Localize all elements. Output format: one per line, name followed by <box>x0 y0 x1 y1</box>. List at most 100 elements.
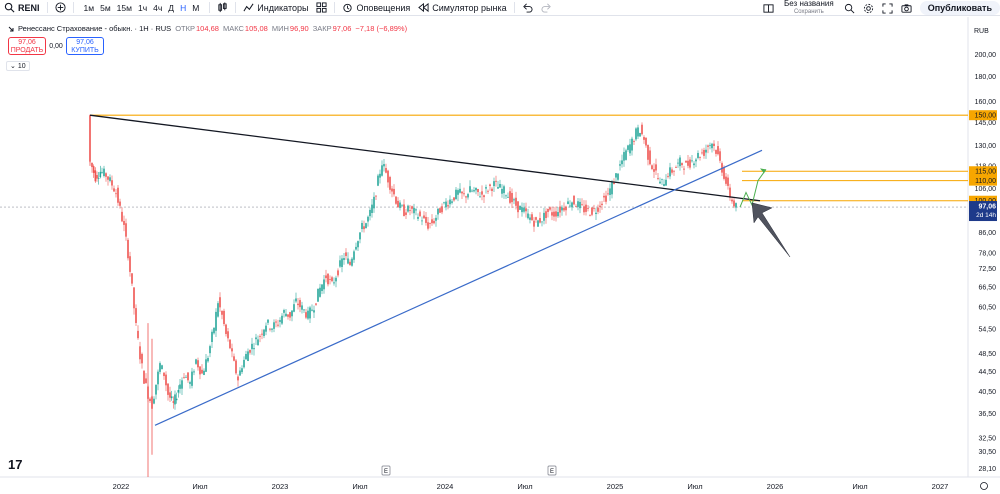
snapshot-button[interactable] <box>897 0 916 16</box>
replay-button[interactable]: Симулятор рынка <box>414 0 510 16</box>
candle-body <box>125 223 127 237</box>
settings-button[interactable] <box>859 0 878 16</box>
interval-tab-3[interactable]: 1ч <box>137 2 148 13</box>
candle-body <box>569 205 571 207</box>
candle-body <box>513 199 515 201</box>
candle-body <box>201 369 203 374</box>
interval-tab-5[interactable]: Д <box>168 2 175 13</box>
candle-body <box>729 187 731 198</box>
candle-body <box>251 343 253 350</box>
symbol-search-button[interactable]: RENI <box>0 0 44 16</box>
buy-label: КУПИТЬ <box>71 47 99 54</box>
interval-tab-7[interactable]: М <box>192 2 200 13</box>
candle-body <box>713 143 715 146</box>
fullscreen-button[interactable] <box>878 0 897 16</box>
candle-body <box>187 372 189 381</box>
candle-body <box>709 144 711 146</box>
volume-indicator-chip[interactable]: ⌄ 10 <box>6 61 30 71</box>
buy-price: 97,06 <box>76 39 94 46</box>
price-tick-label: 40,50 <box>978 389 996 396</box>
candle-body <box>249 349 251 353</box>
candle-body <box>511 192 513 203</box>
candle-body <box>697 152 699 158</box>
candle-body <box>731 199 733 202</box>
separator <box>72 2 74 13</box>
candle-body <box>689 159 691 168</box>
candle-body <box>693 163 695 166</box>
candle-body <box>94 170 97 182</box>
redo-button[interactable] <box>537 0 556 16</box>
price-tick-label: 106,00 <box>975 186 997 193</box>
collapse-arrow-icon[interactable] <box>8 26 14 32</box>
candle-body <box>227 331 229 339</box>
interval-tab-0[interactable]: 1м <box>83 2 95 13</box>
price-chart[interactable]: RUB200,00180,00160,00145,00130,00118,001… <box>0 17 1000 494</box>
candle-body <box>255 337 257 340</box>
candle-body <box>339 260 341 267</box>
templates-button[interactable] <box>312 0 331 16</box>
indicators-button[interactable]: Индикаторы <box>239 0 312 16</box>
candle-body <box>243 359 245 368</box>
candle-body <box>393 188 395 195</box>
compare-button[interactable] <box>51 0 70 16</box>
candle-body <box>529 217 531 220</box>
interval-tab-1[interactable]: 5м <box>100 2 111 13</box>
separator <box>235 2 237 13</box>
candle-body <box>167 383 169 395</box>
candle-body <box>485 187 487 189</box>
interval-tabs: 1м 5м 15м 1ч 4ч Д Н М <box>77 0 207 16</box>
fullscreen-icon <box>882 2 893 14</box>
candle-body <box>103 168 105 176</box>
candle-body <box>174 394 176 405</box>
quick-search-button[interactable] <box>840 0 859 16</box>
candle-body <box>601 203 603 205</box>
candle-body <box>471 190 473 192</box>
candle-body <box>415 209 417 211</box>
countdown-label: 2d 14h <box>976 212 996 219</box>
candle-body <box>139 346 141 360</box>
candle-body <box>259 336 261 337</box>
candle-body <box>427 222 429 229</box>
buy-button[interactable]: 97,06 КУПИТЬ <box>66 37 104 55</box>
interval-tab-2[interactable]: 15м <box>116 2 132 13</box>
candle-body <box>229 339 231 349</box>
interval-tab-6[interactable]: Н <box>180 2 187 13</box>
candle-body <box>677 162 679 164</box>
layout-name-button[interactable]: Без названия Сохранить <box>778 0 840 16</box>
candle-body <box>195 359 197 364</box>
candle-body <box>157 371 159 385</box>
candle-body <box>631 138 633 151</box>
candle-body <box>691 160 693 162</box>
candle-body <box>153 398 155 404</box>
price-tick-label: 78,00 <box>978 251 996 258</box>
instrument-title[interactable]: Ренессанс Страхование - обыкн. · 1Н · RU… <box>18 24 172 33</box>
candle-body <box>347 258 349 264</box>
annotation-arrow <box>751 202 791 258</box>
price-tick-label: 145,00 <box>975 120 997 127</box>
candle-body <box>469 186 471 193</box>
undo-button[interactable] <box>518 0 537 16</box>
sell-button[interactable]: 97,06 ПРОДАТЬ <box>8 37 46 55</box>
candle-body <box>675 167 677 168</box>
candle-body <box>539 218 541 223</box>
candle-body <box>497 187 499 189</box>
publish-button[interactable]: Опубликовать <box>919 1 1000 15</box>
candle-body <box>131 273 133 284</box>
candle-body <box>467 194 469 198</box>
candle-body <box>711 143 713 149</box>
candle-body <box>615 173 617 178</box>
interval-tab-4[interactable]: 4ч <box>153 2 163 13</box>
price-tick-label: 72,50 <box>978 266 996 273</box>
candle-body <box>579 201 581 209</box>
candle-body <box>211 331 213 342</box>
alerts-button[interactable]: Оповещения <box>338 0 414 16</box>
candle-body <box>491 188 493 191</box>
price-tick-label: 200,00 <box>975 52 997 59</box>
horizontal-level-badge <box>969 175 997 186</box>
candle-body <box>483 195 485 198</box>
candle-body <box>363 226 365 230</box>
candle-body <box>215 311 217 331</box>
chart-type-button[interactable] <box>213 0 232 16</box>
candle-body <box>225 324 227 334</box>
layout-icon-button[interactable] <box>759 0 778 16</box>
